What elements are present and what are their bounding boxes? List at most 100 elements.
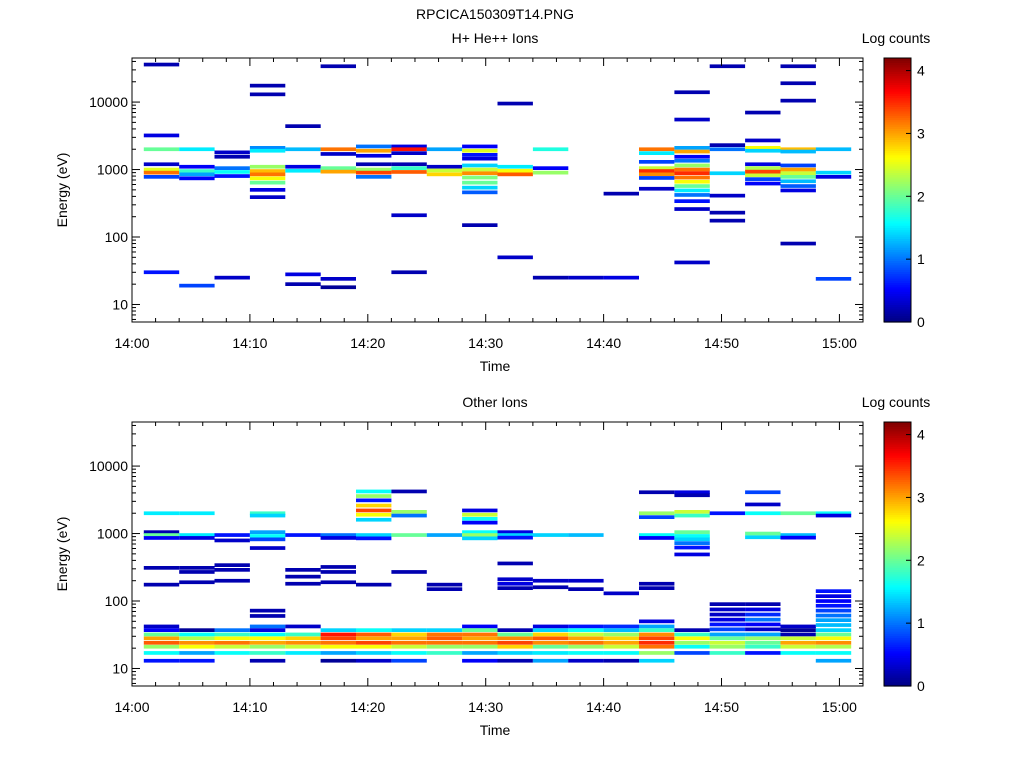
colorbar-swatch: [884, 86, 911, 90]
colorbar-swatch: [884, 273, 911, 277]
heatmap-cell: [320, 64, 356, 69]
x-axis-label: Time: [480, 722, 511, 738]
heatmap-cell: [356, 167, 392, 172]
figure-title: RPCICA150309T14.PNG: [416, 6, 574, 22]
colorbar-swatch: [884, 441, 911, 445]
heatmap-cell: [462, 512, 498, 517]
heatmap-cell: [391, 144, 427, 149]
colorbar-swatch: [884, 218, 911, 222]
x-tick-label: 14:10: [232, 699, 267, 715]
heatmap-cell: [249, 651, 286, 655]
colorbar-swatch: [884, 152, 911, 156]
colorbar-swatch: [884, 242, 911, 246]
heatmap-cell: [674, 260, 710, 265]
heatmap-cell: [462, 163, 498, 168]
heatmap-cell: [815, 513, 852, 518]
colorbar-swatch: [884, 141, 911, 145]
heatmap-cell: [391, 533, 427, 537]
colorbar-swatch: [884, 551, 911, 555]
colorbar-swatch: [884, 604, 911, 608]
colorbar-swatch: [884, 185, 911, 189]
heatmap-cell: [709, 147, 746, 152]
colorbar-label: Log counts: [862, 394, 931, 410]
heatmap-cell: [674, 117, 710, 122]
heatmap-cell: [780, 651, 816, 655]
heatmap-cell: [320, 651, 356, 655]
heatmap-cell: [179, 636, 215, 641]
heatmap-cell: [709, 210, 746, 215]
colorbar-swatch: [884, 664, 911, 667]
colorbar-swatch: [884, 525, 911, 529]
heatmap-cell: [745, 166, 781, 170]
heatmap-cell: [320, 636, 356, 641]
heatmap-cell: [709, 627, 746, 632]
colorbar-swatch: [884, 194, 911, 198]
heatmap-cell: [462, 624, 498, 629]
heatmap-cell: [815, 644, 852, 649]
heatmap-cell: [356, 489, 392, 494]
heatmap-cell: [780, 511, 816, 516]
heatmap-cell: [639, 172, 675, 177]
plot-frame: [131, 57, 864, 323]
colorbar-swatch: [884, 262, 911, 266]
heatmap-cell: [356, 144, 392, 149]
colorbar-swatch: [884, 428, 911, 432]
heatmap-cell: [249, 546, 286, 550]
colorbar-swatch: [884, 135, 911, 138]
colorbar-tick-label: 3: [917, 489, 925, 505]
colorbar-swatch: [884, 163, 911, 167]
heatmap-cell: [391, 658, 427, 663]
heatmap-cell: [639, 515, 675, 519]
heatmap-cell: [532, 585, 569, 590]
heatmap-cell: [674, 158, 710, 163]
colorbar-swatch: [884, 496, 911, 500]
heatmap-cell: [780, 167, 816, 172]
colorbar-swatch: [884, 104, 911, 107]
colorbar-swatch: [884, 477, 911, 480]
heatmap-cell: [709, 602, 746, 606]
heatmap-cell: [391, 570, 427, 574]
heatmap-cell: [497, 535, 533, 540]
heatmap-cell: [674, 644, 710, 649]
heatmap-cell: [356, 498, 392, 503]
heatmap-cell: [249, 628, 286, 632]
heatmap-cell: [143, 641, 180, 645]
heatmap-cell: [674, 537, 710, 542]
colorbar-swatch: [884, 203, 911, 206]
colorbar-frame: [883, 57, 912, 323]
heatmap-cell: [285, 282, 321, 286]
heatmap-cell: [391, 510, 427, 514]
colorbar-swatch: [884, 485, 911, 489]
heatmap-cell: [356, 148, 392, 153]
heatmap-cell: [532, 658, 569, 663]
heatmap-cell: [285, 533, 321, 537]
heatmap-cell: [780, 147, 816, 152]
colorbar-swatch: [884, 249, 911, 253]
colorbar-swatch: [884, 571, 911, 575]
heatmap-cell: [709, 644, 746, 649]
heatmap-cell: [249, 614, 286, 618]
x-tick-label: 14:50: [704, 335, 739, 351]
colorbar-tick-label: 1: [917, 615, 925, 631]
heatmap-cells: [143, 489, 852, 663]
heatmap-cell: [603, 636, 639, 641]
colorbar-swatch: [884, 573, 911, 577]
heatmap-cell: [674, 149, 710, 154]
heatmap-cell: [179, 641, 215, 645]
colorbar-swatch: [884, 611, 911, 614]
heatmap-cell: [532, 651, 569, 655]
heatmap-cell: [815, 599, 852, 603]
heatmap-cell: [639, 186, 675, 191]
heatmap-cell: [356, 503, 392, 508]
heatmap-cell: [745, 617, 781, 622]
heatmap-cell: [532, 147, 569, 152]
colorbar-swatch: [884, 452, 911, 456]
heatmap-cell: [639, 624, 675, 629]
heatmap-cell: [356, 641, 392, 645]
colorbar-swatch: [884, 190, 911, 193]
heatmap-cell: [179, 651, 215, 655]
heatmap-cell: [143, 658, 180, 663]
colorbar-swatch: [884, 560, 911, 564]
heatmap-cell: [179, 283, 215, 288]
